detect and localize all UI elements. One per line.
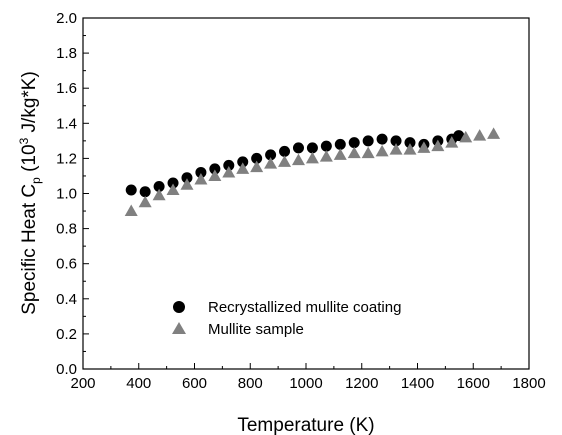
y-tick-label: 0.6: [56, 256, 77, 273]
x-tick-label: 1200: [345, 375, 378, 392]
data-point: [431, 139, 445, 152]
x-tick-label: 1800: [512, 375, 545, 392]
legend-label-sample: Mullite sample: [208, 321, 304, 338]
data-point: [138, 195, 152, 208]
data-point: [278, 155, 292, 167]
data-point: [361, 146, 375, 159]
data-point: [152, 188, 166, 201]
data-point: [347, 146, 361, 159]
data-point: [348, 137, 360, 149]
x-tick-label: 1600: [457, 375, 490, 392]
data-point: [292, 142, 304, 154]
x-tick-label: 200: [70, 375, 95, 392]
x-axis-title: Temperature (K): [237, 415, 374, 435]
data-point: [445, 136, 459, 148]
data-point: [237, 156, 249, 168]
data-point: [167, 177, 179, 189]
data-point: [333, 148, 347, 160]
legend-label-coating: Recrystallized mullite coating: [208, 299, 401, 316]
y-tick-label: 1.2: [56, 150, 77, 167]
data-point: [279, 145, 291, 157]
y-tick-label: 1.8: [56, 45, 77, 62]
data-point: [375, 144, 389, 157]
y-tick-label: 0.4: [56, 291, 77, 308]
y-tick-label: 0.2: [56, 326, 77, 343]
y-axis-title-tail: J/kg*K): [19, 71, 40, 138]
y-tick-label: 1.0: [56, 186, 77, 203]
data-point: [487, 127, 501, 139]
data-point: [265, 149, 277, 161]
data-point: [459, 130, 473, 143]
data-point: [180, 178, 194, 190]
data-point: [376, 133, 388, 145]
y-axis-title-mid: (10: [19, 144, 40, 177]
data-point: [362, 135, 374, 147]
data-point: [250, 160, 264, 173]
data-point: [389, 143, 403, 155]
legend: Recrystallized mullite coating Mullite s…: [172, 299, 401, 338]
data-point: [209, 163, 221, 175]
data-point: [236, 162, 250, 174]
data-point: [194, 172, 208, 185]
x-tick-label: 1400: [401, 375, 434, 392]
data-point: [473, 129, 487, 141]
y-tick-label: 2.0: [56, 10, 77, 27]
y-tick-label: 0.8: [56, 221, 77, 238]
data-point: [139, 186, 151, 198]
data-point: [166, 183, 180, 195]
x-tick-label: 1000: [289, 375, 322, 392]
data-point: [390, 135, 402, 147]
data-point: [403, 143, 417, 155]
y-tick-label: 1.4: [56, 115, 77, 132]
data-point: [334, 138, 346, 150]
data-point: [181, 172, 193, 184]
data-point: [195, 166, 207, 178]
data-point: [223, 159, 235, 171]
x-tick-label: 600: [182, 375, 207, 392]
axis-ticks: 200 400 600 800 1000 1200 1400 1600 1800 0.0 0.2 0.…: [56, 10, 546, 392]
legend-marker-coating: [173, 301, 185, 313]
data-point: [125, 184, 137, 196]
y-axis-title-base: Specific Heat C: [19, 184, 40, 315]
y-axis-title-superscript: 3: [17, 137, 31, 144]
x-tick-label: 400: [126, 375, 151, 392]
data-point: [319, 150, 333, 162]
data-point: [305, 151, 319, 164]
legend-marker-sample: [172, 322, 186, 334]
y-axis-title-subscript: p: [29, 177, 43, 184]
data-point: [320, 140, 332, 152]
data-point: [404, 137, 416, 149]
data-point: [306, 142, 318, 154]
x-tick-label: 800: [238, 375, 263, 392]
data-point: [124, 204, 138, 217]
data-point: [291, 153, 305, 166]
y-tick-label: 0.0: [56, 361, 77, 378]
y-tick-label: 1.6: [56, 80, 77, 97]
series-sample: [124, 127, 501, 217]
data-point: [264, 157, 278, 169]
data-point: [222, 165, 236, 178]
data-series: [124, 127, 501, 217]
data-point: [208, 169, 222, 181]
data-point: [153, 180, 165, 192]
data-point: [417, 141, 431, 153]
y-axis-title: Specific Heat Cp (103 J/kg*K): [17, 71, 43, 315]
data-point: [251, 152, 263, 164]
